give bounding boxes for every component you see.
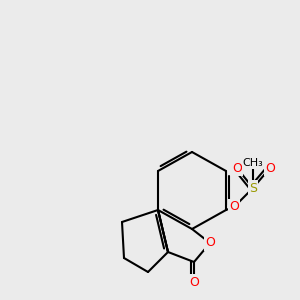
Text: O: O [205, 236, 215, 250]
Text: O: O [265, 161, 275, 175]
Text: O: O [189, 275, 199, 289]
Text: O: O [232, 161, 242, 175]
Text: O: O [229, 200, 239, 214]
Text: S: S [249, 182, 257, 194]
Text: CH₃: CH₃ [243, 158, 263, 168]
